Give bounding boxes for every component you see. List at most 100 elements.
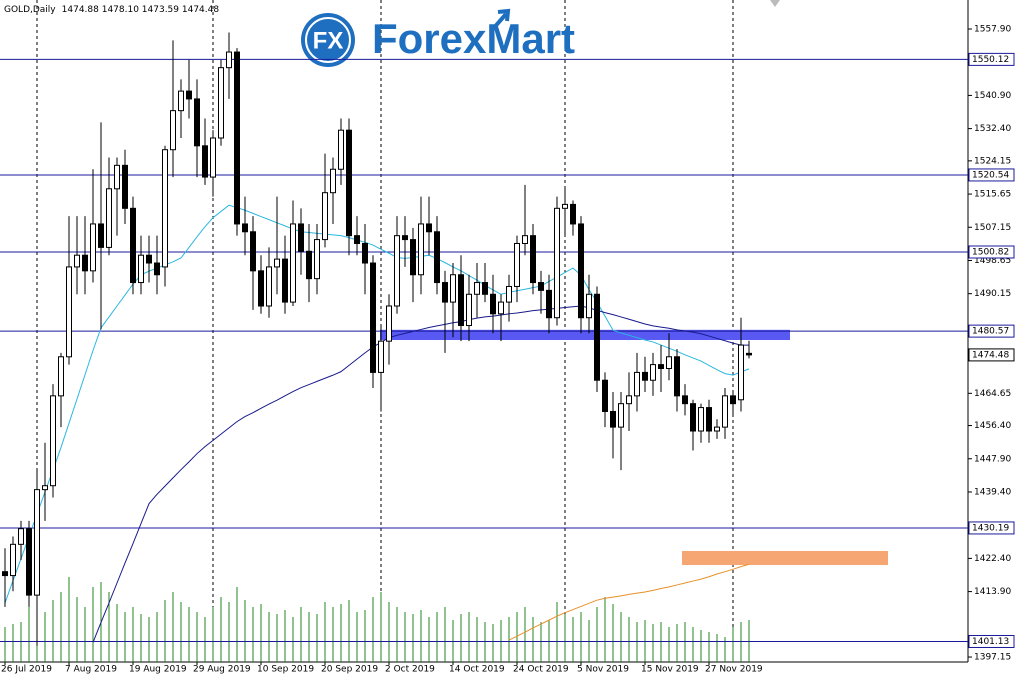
symbol: GOLD,Daily: [4, 5, 56, 15]
level-label-box: [968, 324, 1015, 338]
candle-body: [266, 266, 272, 307]
candle-body: [186, 90, 192, 100]
y-tick-label: 1507.15: [974, 223, 1011, 233]
candle-body: [714, 426, 720, 432]
candle-body: [74, 254, 80, 268]
shift-marker: [770, 0, 780, 7]
candle-body: [170, 110, 176, 151]
level-label: 1480.57: [972, 327, 1009, 337]
candle-body: [434, 231, 440, 284]
candle-body: [10, 543, 16, 577]
logo-ring: [305, 17, 351, 63]
x-tick-label: 24 Oct 2019: [513, 665, 569, 675]
level-label-box: [968, 168, 1015, 182]
candle-body: [586, 293, 592, 319]
candle-body: [298, 223, 304, 252]
y-tick-label: 1490.15: [974, 289, 1011, 299]
y-tick-label: 1498.65: [974, 256, 1011, 266]
candle-body: [330, 168, 336, 194]
level-label: 1430.19: [972, 523, 1009, 533]
candle-body: [106, 188, 112, 248]
candle-body: [346, 129, 352, 237]
candle-body: [250, 231, 256, 272]
candle-body: [394, 235, 400, 307]
candle-body: [178, 90, 184, 112]
candle-body: [490, 293, 496, 315]
candle-body: [58, 356, 64, 397]
candle-body: [410, 239, 416, 276]
candle-body: [82, 254, 88, 272]
x-tick-label: 5 Nov 2019: [577, 665, 629, 675]
y-tick-label: 1439.40: [974, 487, 1011, 497]
candle-body: [690, 403, 696, 432]
level-label: 1550.12: [972, 55, 1009, 65]
candle-body: [274, 258, 280, 268]
candle-body: [474, 282, 480, 295]
candle-body: [482, 282, 488, 295]
y-tick-label: 1515.65: [974, 190, 1011, 200]
y-tick-label: 1532.40: [974, 124, 1011, 134]
candle-body: [306, 250, 312, 280]
candle-body: [562, 203, 568, 209]
candle-body: [290, 223, 296, 303]
x-tick-label: 20 Sep 2019: [321, 665, 378, 675]
candle-body: [594, 293, 600, 381]
candle-body: [146, 254, 152, 264]
x-tick-label: 2 Oct 2019: [385, 665, 435, 675]
candle-body: [466, 293, 472, 327]
candle-body: [402, 235, 408, 241]
candle-body: [226, 51, 232, 69]
logo-icon-text: FX: [313, 27, 344, 54]
candle-body: [122, 164, 128, 209]
level-label: 1500.82: [972, 248, 1009, 258]
candle-body: [114, 164, 120, 190]
candle-body: [626, 395, 632, 405]
level-label: 1401.13: [972, 637, 1009, 647]
candle-body: [90, 223, 96, 272]
candle-body: [618, 403, 624, 428]
x-tick-label: 14 Oct 2019: [449, 665, 505, 675]
watermark: FX ForexMart: [301, 8, 575, 67]
moving-average: [508, 563, 750, 641]
candle-body: [2, 571, 8, 577]
price-label: 1474.48: [972, 350, 1009, 360]
x-tick-label: 27 Nov 2019: [705, 665, 763, 675]
candle-body: [418, 223, 424, 276]
candle-body: [130, 207, 136, 284]
candle-body: [642, 371, 648, 381]
candle-body: [682, 395, 688, 405]
candle-body: [18, 528, 24, 545]
candle-body: [570, 203, 576, 225]
candle-body: [530, 235, 536, 284]
candle-body: [498, 301, 504, 315]
candle-body: [322, 192, 328, 241]
candle-body: [514, 242, 520, 287]
candle-body: [658, 364, 664, 370]
candle-body: [450, 274, 456, 303]
candle-body: [162, 149, 168, 268]
candle-body: [546, 289, 552, 319]
y-tick-label: 1413.90: [974, 587, 1011, 597]
candle-body: [650, 364, 656, 381]
candle-body: [426, 223, 432, 233]
level-label-box: [968, 52, 1015, 66]
candle-body: [362, 242, 368, 264]
moving-average: [92, 305, 749, 643]
candle-body: [258, 270, 264, 307]
candle-body: [738, 344, 744, 401]
price-zone: [682, 550, 888, 566]
candle-body: [610, 410, 616, 428]
x-tick-label: 29 Aug 2019: [193, 665, 251, 675]
price-zone: [380, 329, 790, 340]
candle-body: [66, 266, 72, 358]
x-tick-label: 26 Jul 2019: [1, 665, 52, 675]
x-tick-label: 15 Nov 2019: [641, 665, 699, 675]
candle-body: [202, 145, 208, 178]
candle-body: [730, 395, 736, 405]
chart-header: GOLD,Daily 1474.88 1478.10 1473.59 1474.4…: [4, 5, 219, 15]
y-tick-label: 1456.40: [974, 421, 1011, 431]
candle-body: [442, 282, 448, 303]
candle-body: [218, 67, 224, 139]
candle-body: [42, 485, 48, 491]
watermark-text: ForexMart: [372, 15, 575, 62]
